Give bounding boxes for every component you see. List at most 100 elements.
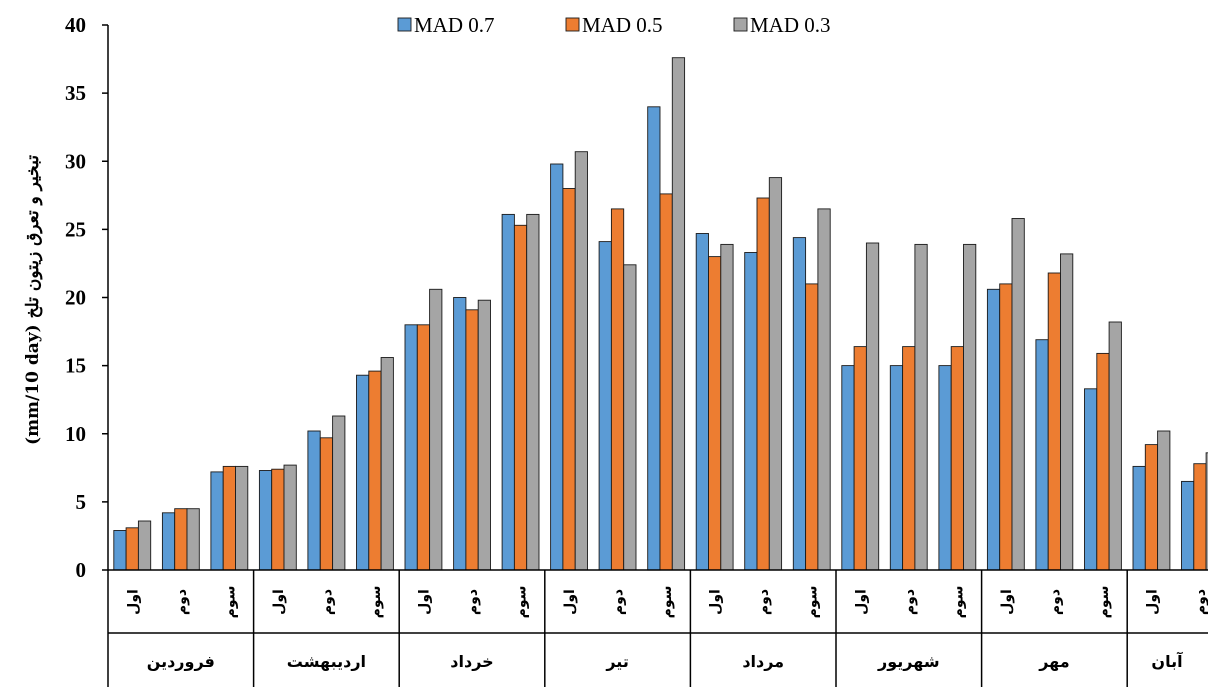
bar-mad-0.3 [332,415,346,571]
bar-mad-0.3 [768,177,783,571]
bar-mad-0.3 [623,264,637,571]
bar-mad-0.5 [465,309,479,571]
x-tick-label: دوم [174,589,190,615]
bar-mad-0.3 [137,520,152,571]
bar-mad-0.3 [186,508,200,571]
y-tick-label: 35 [65,81,86,105]
bar-mad-0.3 [671,57,686,571]
bar-mad-0.5 [950,346,964,571]
bar-mad-0.3 [1157,430,1171,571]
legend-swatch [565,17,580,32]
bar-mad-0.7 [889,365,904,571]
bar-mad-0.5 [1144,444,1159,571]
bar-mad-0.3 [720,243,734,571]
bar-mad-0.3 [914,243,928,571]
bar-mad-0.7 [792,237,807,571]
bar-mad-0.3 [574,151,588,571]
bar-mad-0.3 [477,299,491,571]
bar-mad-0.7 [744,252,758,571]
month-label: آبان [1151,651,1183,671]
x-tick-label: سوم [368,586,384,619]
x-tick-label: دوم [611,589,627,615]
y-axis: 0 5 10 15 20 25 30 35 40 [65,13,109,582]
x-tick-label: دوم [902,589,918,615]
bar-mad-0.5 [610,208,625,571]
bar-mad-0.5 [999,283,1013,571]
bar-mad-0.5 [708,256,722,571]
x-tick-label: دوم [1047,589,1063,615]
month-label: شهریور [877,652,940,671]
bar-mad-0.3 [526,213,540,571]
bar-mad-0.3 [235,465,249,571]
bar-mad-0.7 [695,233,709,571]
y-tick-label: 0 [76,558,87,582]
bar-mad-0.7 [550,163,564,571]
x-tick-label: سوم [659,586,675,619]
bar-mad-0.5 [805,283,819,571]
bar-mad-0.3 [283,464,297,571]
x-tick-label: اول [417,589,433,615]
bar-mad-0.7 [1035,339,1049,571]
bar-mad-0.3 [429,288,443,571]
bar-mad-0.7 [453,297,467,571]
bar-mad-0.7 [1132,465,1146,571]
x-tick-label: اول [562,589,578,615]
bar-mad-0.7 [986,288,1001,571]
y-tick-label: 25 [65,217,86,241]
bar-mad-0.5 [1047,272,1061,571]
bar-mad-0.7 [404,324,418,571]
bar-mad-0.5 [853,346,867,571]
bar-mad-0.5 [125,527,139,571]
month-label: مهر [1038,652,1069,671]
legend: MAD 0.7 MAD 0.5 MAD 0.3 [397,13,831,37]
legend-swatch [397,17,412,32]
bar-mad-0.5 [1193,463,1207,571]
bar-mad-0.3 [963,243,977,571]
bar-mad-0.5 [1096,352,1110,571]
x-tick-label: اول [999,589,1015,615]
bar-mad-0.7 [647,106,661,571]
bar-mad-0.7 [841,365,855,571]
legend-label: MAD 0.5 [582,13,663,37]
bar-mad-0.5 [174,508,188,571]
x-tick-label: اول [853,589,869,615]
bar-mad-0.7 [113,530,127,571]
bar-mad-0.5 [513,224,528,571]
bar-mad-0.3 [380,357,394,571]
x-tick-label: اول [125,589,141,615]
y-tick-label: 10 [65,422,86,446]
y-tick-label: 40 [65,13,86,37]
bar-mad-0.5 [271,468,285,571]
bar-mad-0.7 [598,241,612,571]
month-label: تیر [605,652,629,671]
bar-mad-0.3 [1011,218,1025,571]
x-tick-label: دوم [756,589,772,615]
bar-mad-0.5 [902,346,916,571]
bar-mad-0.5 [368,370,382,571]
bar-mad-0.5 [756,197,770,571]
bar-mad-0.5 [416,324,431,571]
x-tick-label: دوم [1193,589,1208,615]
bar-mad-0.7 [1181,480,1195,571]
bar-mad-0.7 [501,213,515,571]
bar-mad-0.7 [258,470,273,571]
x-tick-label: سوم [1096,586,1112,619]
x-tick-label: اول [271,589,287,615]
x-tick-label: اول [1145,589,1161,615]
month-label: مرداد [742,652,784,671]
x-axis: اول دوم سوم اول دوم سوم اول دوم سوم اول دوم سوم اول د… [107,569,1208,687]
bar-mad-0.3 [1060,253,1074,571]
bar-mad-0.7 [356,374,370,571]
bar-mad-0.7 [1084,388,1098,571]
bar-mad-0.7 [161,512,176,571]
bar-mad-0.7 [938,365,952,571]
legend-swatch [733,17,748,32]
month-label: خرداد [450,652,493,671]
x-tick-label: سوم [222,586,238,619]
y-tick-label: 20 [65,286,86,310]
legend-label: MAD 0.7 [414,13,495,37]
x-tick-label: دوم [319,589,335,615]
bar-mad-0.3 [1108,321,1122,571]
bar-mad-0.7 [307,430,321,571]
